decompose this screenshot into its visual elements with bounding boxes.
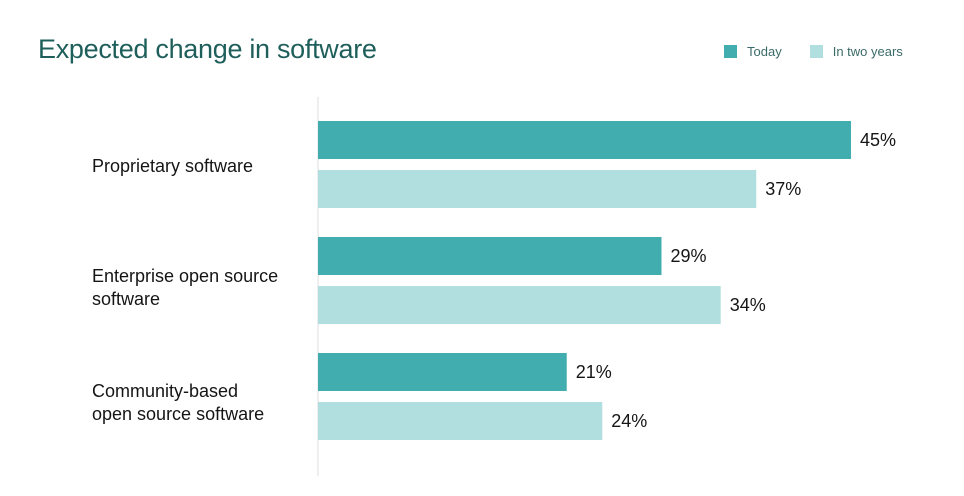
bar-today-1	[318, 237, 662, 275]
data-label-in-two-years-2: 24%	[611, 411, 647, 431]
category-label-0: Proprietary software	[92, 155, 253, 178]
category-label-line: Proprietary software	[92, 156, 254, 176]
bar-in-two-years-0	[318, 170, 757, 208]
category-label-2: Community-based open source software	[92, 380, 264, 426]
legend-label-today: Today	[747, 44, 782, 59]
bar-in-two-years-2	[318, 402, 603, 440]
legend-item-in-two-years: In two years	[809, 44, 903, 59]
category-label-line: Enterprise open source	[92, 266, 279, 286]
legend-swatch-in-two-years	[809, 45, 823, 58]
legend-item-today: Today	[724, 44, 782, 59]
category-label-line: Community-based	[92, 381, 239, 401]
data-label-in-two-years-1: 34%	[730, 295, 766, 315]
legend: Today In two years	[724, 44, 903, 59]
data-label-today-2: 21%	[576, 362, 612, 382]
data-label-today-1: 29%	[670, 246, 706, 266]
data-label-in-two-years-0: 37%	[765, 179, 801, 199]
legend-label-in-two-years: In two years	[832, 44, 903, 59]
category-label-line: software	[92, 289, 161, 309]
chart-title: Expected change in software	[38, 34, 377, 64]
category-label-line: open source software	[92, 404, 265, 424]
legend-swatch-today	[724, 45, 737, 58]
bar-today-2	[318, 353, 567, 391]
data-label-today-0: 45%	[860, 130, 896, 150]
bar-today-0	[318, 121, 851, 159]
category-label-1: Enterprise open source software	[92, 265, 278, 311]
bar-in-two-years-1	[318, 286, 721, 324]
